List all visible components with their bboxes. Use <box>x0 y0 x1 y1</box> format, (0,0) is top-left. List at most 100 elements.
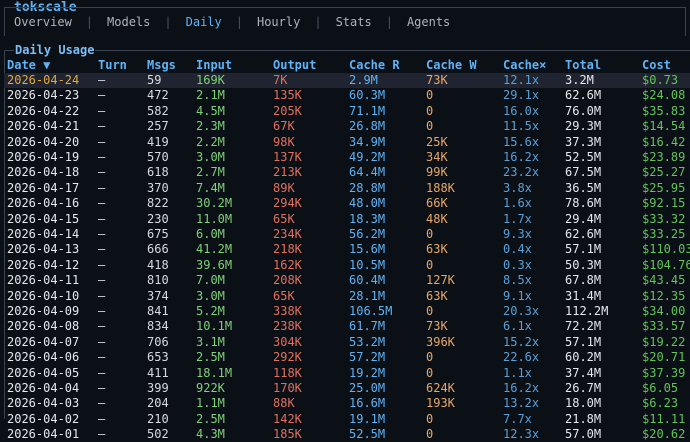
cell-cacher: 2.9M <box>349 73 378 87</box>
cell-cost: $34.00 <box>642 304 686 318</box>
table-row[interactable]: 2026-04-11 — 810 7.0M 208K 60.4M 127K 8.5x 67.8M… <box>4 273 690 288</box>
cell-date: 2026-04-01 <box>7 427 80 442</box>
cell-cacher: 28.8M <box>349 180 386 195</box>
tab-separator: | <box>385 15 393 29</box>
cell-turn: — <box>98 103 106 118</box>
tab-hourly[interactable]: Hourly <box>256 15 301 29</box>
table-row[interactable]: 2026-04-24 — 59 169K 7K 2.9M 73K 12.1x 3.2M $0.73 <box>4 73 690 88</box>
table-row[interactable]: 2026-04-15 — 230 11.0M 65K 18.3M 48K 1.7x 29.4M $… <box>4 212 690 227</box>
column-header-cachew[interactable]: Cache W <box>426 58 477 72</box>
cell-msgs: 834 <box>147 319 169 334</box>
cell-cacher: 106.5M <box>349 304 393 318</box>
table-row[interactable]: 2026-04-01 — 502 4.3M 185K 52.5M 0 12.3x 57.0M $2… <box>4 427 690 442</box>
column-header-date[interactable]: Date ▼ <box>7 58 51 72</box>
table-row[interactable]: 2026-04-03 — 204 1.1M 88K 16.6M 193K 13.2x 18.0M… <box>4 396 690 411</box>
cell-output: 294K <box>273 196 302 211</box>
column-header-cost[interactable]: Cost <box>642 58 671 72</box>
cell-input: 5.2M <box>196 304 225 318</box>
cell-cacher: 53.2M <box>349 334 386 349</box>
tab-models[interactable]: Models <box>107 15 151 29</box>
column-header-output[interactable]: Output <box>273 58 317 72</box>
table-row[interactable]: 2026-04-12 — 418 39.6M 162K 10.5M 0 0.3x 50.3M $1… <box>4 258 690 273</box>
cell-cacher: 60.4M <box>349 273 386 288</box>
table-row[interactable]: 2026-04-23 — 472 2.1M 135K 60.3M 0 29.1x 62.6M $2… <box>4 88 690 103</box>
tab-stats[interactable]: Stats <box>335 15 372 29</box>
column-header-input[interactable]: Input <box>196 58 233 72</box>
cell-cacher: 19.1M <box>349 411 386 426</box>
cell-total: 78.6M <box>565 196 602 211</box>
table-row[interactable]: 2026-04-07 — 706 3.1M 304K 53.2M 396K 15.2x 57.1… <box>4 335 690 350</box>
cell-turn: — <box>98 350 106 365</box>
cell-total: 50.3M <box>565 257 602 272</box>
cell-cachew: 0 <box>426 411 434 426</box>
cell-cachex: 0.4x <box>503 242 532 257</box>
cell-output: 65K <box>273 211 295 226</box>
table-row[interactable]: 2026-04-20 — 419 2.2M 98K 34.9M 25K 15.6x 37.3M $… <box>4 135 690 150</box>
table-row[interactable]: 2026-04-06 — 653 2.5M 292K 57.2M 0 22.6x 60.2M $2… <box>4 350 690 365</box>
table-row[interactable]: 2026-04-17 — 370 7.4M 89K 28.8M 188K 3.8x 36.5M $… <box>4 181 690 196</box>
cell-total: 72.2M <box>565 319 602 334</box>
cell-cacher: 56.2M <box>349 227 386 241</box>
table-row[interactable]: 2026-04-09 — 841 5.2M 338K 106.5M 0 20.3x 112.2M… <box>4 304 690 319</box>
table-row[interactable]: 2026-04-14 — 675 6.0M 234K 56.2M 0 9.3x 62.6M $33… <box>4 227 690 242</box>
table-row[interactable]: 2026-04-10 — 374 3.0M 65K 28.1M 63K 9.1x 31.4M $1… <box>4 289 690 304</box>
cell-output: 304K <box>273 334 302 349</box>
cell-input: 4.3M <box>196 427 225 442</box>
column-header-cacher[interactable]: Cache R <box>349 58 400 72</box>
cell-output: 238K <box>273 319 302 334</box>
cell-date: 2026-04-21 <box>7 119 80 134</box>
cell-cachex: 11.5x <box>503 119 540 134</box>
cell-cachex: 1.1x <box>503 365 532 380</box>
cell-output: 170K <box>273 381 302 395</box>
cell-input: 4.5M <box>196 103 225 118</box>
table-row[interactable]: 2026-04-21 — 257 2.3M 67K 26.8M 0 11.5x 29.3M $14… <box>4 119 690 134</box>
table-row[interactable]: 2026-04-18 — 618 2.7M 213K 64.4M 99K 23.2x 67.5M… <box>4 165 690 180</box>
cell-output: 208K <box>273 273 302 288</box>
cell-cost: $6.23 <box>642 396 679 411</box>
tab-bar: Overview | Models | Daily | Hourly | Stats | Agent… <box>14 14 450 30</box>
cell-turn: — <box>98 396 106 411</box>
table-row[interactable]: 2026-04-19 — 570 3.0M 137K 49.2M 34K 16.2x 52.5M… <box>4 150 690 165</box>
cell-cost: $6.05 <box>642 381 679 395</box>
cell-cachew: 127K <box>426 273 455 288</box>
cell-msgs: 419 <box>147 134 169 149</box>
column-header-total[interactable]: Total <box>565 58 602 72</box>
cell-cost: $43.45 <box>642 273 686 288</box>
cell-cachex: 16.2x <box>503 150 540 164</box>
column-header-msgs[interactable]: Msgs <box>147 58 176 72</box>
column-header-cachex[interactable]: Cache× <box>503 58 547 72</box>
table-row[interactable]: 2026-04-04 — 399 922K 170K 25.0M 624K 16.2x 26.7… <box>4 381 690 396</box>
cell-date: 2026-04-04 <box>7 381 80 395</box>
cell-total: 29.4M <box>565 211 602 226</box>
table-row[interactable]: 2026-04-22 — 582 4.5M 205K 71.1M 0 16.0x 76.0M $3… <box>4 104 690 119</box>
tab-agents[interactable]: Agents <box>406 15 451 29</box>
cell-cacher: 64.4M <box>349 165 386 180</box>
table-row[interactable]: 2026-04-02 — 210 2.5M 142K 19.1M 0 7.7x 21.8M $11… <box>4 412 690 427</box>
cell-total: 52.5M <box>565 150 602 164</box>
cell-total: 62.6M <box>565 227 602 241</box>
cell-cacher: 16.6M <box>349 396 386 411</box>
cell-date: 2026-04-08 <box>7 319 80 334</box>
table-row[interactable]: 2026-04-05 — 411 18.1M 118K 19.2M 0 1.1x 37.4M $3… <box>4 366 690 381</box>
cell-cacher: 25.0M <box>349 381 386 395</box>
tab-daily[interactable]: Daily <box>185 15 222 29</box>
tab-overview[interactable]: Overview <box>14 15 72 29</box>
table-row[interactable]: 2026-04-08 — 834 10.1M 238K 61.7M 73K 6.1x 72.2M… <box>4 319 690 334</box>
table-row[interactable]: 2026-04-16 — 822 30.2M 294K 48.0M 66K 1.6x 78.6M… <box>4 196 690 211</box>
table-row[interactable]: 2026-04-13 — 666 41.2M 218K 15.6M 63K 0.4x 57.1M… <box>4 242 690 257</box>
cell-cachew: 63K <box>426 242 448 257</box>
column-header-turn[interactable]: Turn <box>98 58 127 72</box>
cell-date: 2026-04-16 <box>7 196 80 211</box>
cell-turn: — <box>98 88 106 103</box>
cell-cachew: 0 <box>426 103 434 118</box>
cell-cachew: 0 <box>426 88 434 103</box>
cell-cost: $110.03 <box>642 242 690 257</box>
cell-input: 6.0M <box>196 227 225 241</box>
cell-msgs: 810 <box>147 273 169 288</box>
cell-date: 2026-04-20 <box>7 134 80 149</box>
cell-msgs: 370 <box>147 180 169 195</box>
cell-input: 2.3M <box>196 119 225 134</box>
cell-cachew: 624K <box>426 381 455 395</box>
cell-cachew: 0 <box>426 227 434 241</box>
cell-turn: — <box>98 381 106 395</box>
